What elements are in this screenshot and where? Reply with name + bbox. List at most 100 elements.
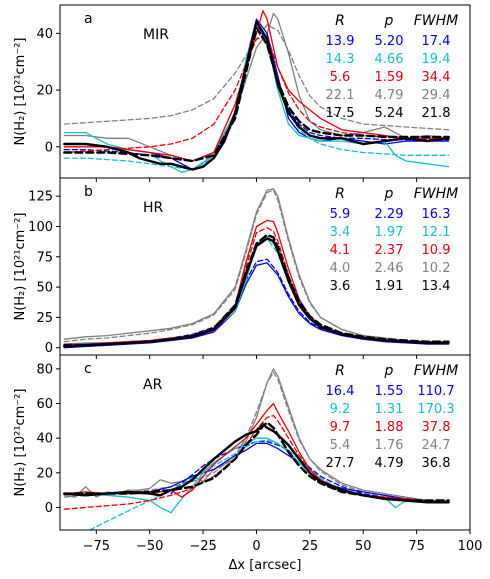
series-black-fit [63, 26, 450, 163]
table-value-r: 4.0 [330, 261, 351, 276]
y-tick-label: 75 [36, 250, 53, 265]
y-tick-label: 40 [36, 27, 53, 42]
table-header-p: p [384, 363, 394, 379]
table-header-fwhm: FWHM [414, 186, 459, 202]
panel-frame [59, 177, 471, 356]
table-value-fwhm: 34.4 [422, 70, 451, 85]
x-tick-label: 75 [408, 539, 425, 554]
table-value-fwhm: 37.8 [422, 420, 451, 435]
table-value-fwhm: 13.4 [422, 279, 451, 294]
panel-a: 0 20 40 N(H₂) [10²¹cm⁻²] a MIR R p FWHM 13.9 5.20 1… [13, 4, 471, 182]
y-tick-label: 20 [36, 84, 53, 99]
series-blue-fit [63, 21, 450, 162]
table-value-r: 17.5 [326, 106, 355, 121]
table-value-r: 4.1 [330, 243, 351, 258]
series-cyan-fit [89, 439, 450, 530]
panel-letter: b [84, 184, 93, 200]
x-tick-label: −50 [136, 539, 163, 554]
table-value-fwhm: 170.3 [417, 402, 454, 417]
table-value-p: 1.59 [375, 70, 404, 85]
series-group [63, 188, 450, 349]
table-value-r: 9.2 [330, 402, 351, 417]
table-value-r: 16.4 [326, 384, 355, 399]
series-red-profile [63, 10, 450, 162]
x-tick-label: 100 [458, 539, 483, 554]
panel-name: HR [143, 200, 164, 216]
table-value-fwhm: 110.7 [417, 384, 454, 399]
table-value-p: 5.20 [375, 34, 404, 49]
y-tick-label: 25 [36, 311, 53, 326]
series-group [63, 368, 450, 530]
table-value-p: 1.91 [375, 279, 404, 294]
y-tick-label: 80 [36, 362, 53, 377]
table-value-p: 4.79 [375, 88, 404, 103]
table-value-r: 13.9 [326, 34, 355, 49]
table-value-p: 5.24 [375, 106, 404, 121]
series-black-profile [63, 20, 450, 171]
panel-c: 0 20 40 60 80 N(H₂) [10²¹cm⁻²] c AR R p FWHM 16.4 1.… [13, 354, 471, 534]
table-header-r: R [335, 13, 345, 29]
y-axis-label: N(H₂) [10²¹cm⁻²] [13, 213, 28, 321]
table-value-r: 14.3 [326, 52, 355, 67]
series-gray-fit [63, 24, 450, 131]
table-value-fwhm: 19.4 [422, 52, 451, 67]
table-value-p: 2.46 [375, 261, 404, 276]
table-value-fwhm: 12.1 [422, 225, 451, 240]
y-tick-label: 0 [45, 341, 53, 356]
y-tick-label: 0 [45, 140, 53, 155]
y-axis-label: N(H₂) [10²¹cm⁻²] [13, 38, 28, 146]
table-value-fwhm: 17.4 [422, 34, 451, 49]
table-value-fwhm: 21.8 [422, 106, 451, 121]
table-value-r: 5.9 [330, 207, 351, 222]
x-tick-label: 25 [302, 539, 319, 554]
y-tick-label: 60 [36, 397, 53, 412]
panel-name: AR [143, 377, 163, 393]
table-value-p: 1.55 [375, 384, 404, 399]
table-value-p: 4.79 [375, 456, 404, 471]
table-value-fwhm: 24.7 [422, 438, 451, 453]
table-header-fwhm: FWHM [414, 13, 459, 29]
panel-letter: c [84, 361, 92, 377]
series-black-profile [63, 423, 450, 504]
table-header-p: p [384, 13, 394, 29]
table-header-r: R [335, 363, 345, 379]
y-tick-label: 0 [45, 501, 53, 516]
table-value-p: 1.88 [375, 420, 404, 435]
x-tick-label: 50 [355, 539, 372, 554]
table-value-fwhm: 10.9 [422, 243, 451, 258]
series-gray-fit [63, 189, 450, 344]
table-value-r: 22.1 [326, 88, 355, 103]
table-value-p: 1.76 [375, 438, 404, 453]
x-tick-label: −75 [83, 539, 110, 554]
table-value-p: 2.29 [375, 207, 404, 222]
series-group [63, 10, 450, 173]
x-tick-label: −25 [189, 539, 216, 554]
y-axis-label: N(H₂) [10²¹cm⁻²] [13, 389, 28, 497]
table-value-fwhm: 10.2 [422, 261, 451, 276]
table-value-r: 27.7 [326, 456, 355, 471]
table-header-r: R [335, 186, 345, 202]
series-black-fit [63, 233, 450, 347]
table-header-p: p [384, 186, 394, 202]
panel-name: MIR [143, 27, 169, 43]
table-value-r: 5.6 [330, 70, 351, 85]
y-tick-label: 125 [28, 190, 53, 205]
table-value-fwhm: 36.8 [422, 456, 451, 471]
panel-frame [59, 354, 471, 531]
table-value-r: 3.4 [330, 225, 351, 240]
y-tick-label: 100 [28, 220, 53, 235]
series-black-fit [63, 421, 450, 502]
table-value-p: 2.37 [375, 243, 404, 258]
table-value-r: 3.6 [330, 279, 351, 294]
table-value-fwhm: 29.4 [422, 88, 451, 103]
table-value-r: 9.7 [330, 420, 351, 435]
series-gray-profile [63, 12, 450, 162]
x-tick-label: 0 [252, 539, 260, 554]
table-header-fwhm: FWHM [414, 363, 459, 379]
table-value-r: 5.4 [330, 438, 351, 453]
y-tick-label: 50 [36, 281, 53, 296]
x-axis-label: Δx [arcsec] [229, 558, 302, 573]
table-value-p: 4.66 [375, 52, 404, 67]
